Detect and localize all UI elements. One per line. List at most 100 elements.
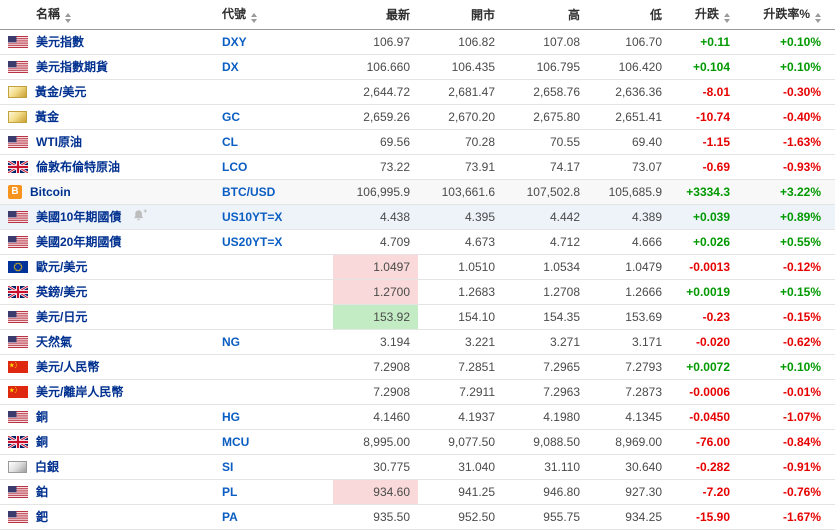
us-flag-icon <box>8 235 28 248</box>
last-price-cell: 935.50 <box>373 509 410 524</box>
table-row[interactable]: 美元/日元 153.92 154.10 154.35 153.69 -0.23 -0.15% <box>0 304 835 329</box>
table-row[interactable]: 美元指數期貨 DX 106.660 106.435 106.795 106.420 +0.1… <box>0 54 835 79</box>
open-price-cell: 941.25 <box>458 484 495 499</box>
name-cell: 黃金 <box>0 104 215 129</box>
instrument-code-link[interactable]: DXY <box>222 34 247 49</box>
table-row[interactable]: WTI原油 CL 69.56 70.28 70.55 69.40 -1.15 -1.63% <box>0 129 835 154</box>
instrument-name-link[interactable]: Bitcoin <box>30 184 71 199</box>
table-row[interactable]: 美元/離岸人民幣 7.2908 7.2911 7.2963 7.2873 -0.0006 -… <box>0 379 835 404</box>
column-label: 升跌 <box>694 7 719 22</box>
code-cell: BTC/USD <box>215 179 333 204</box>
table-row[interactable]: 黃金 GC 2,659.26 2,670.20 2,675.80 2,651.41 -10.… <box>0 104 835 129</box>
instrument-code-link[interactable]: PL <box>222 484 238 499</box>
instrument-code-link[interactable]: BTC/USD <box>222 184 276 199</box>
instrument-name-link[interactable]: 美國10年期國債 <box>36 210 122 224</box>
bell-plus-icon[interactable] <box>133 208 148 225</box>
column-header-change[interactable]: 升跌 <box>670 0 740 30</box>
instrument-code-link[interactable]: SI <box>222 459 234 474</box>
instrument-code-link[interactable]: CL <box>222 134 238 149</box>
instrument-code-link[interactable]: NG <box>222 334 240 349</box>
last-price-cell: 30.775 <box>373 459 410 474</box>
low-price-cell: 2,636.36 <box>615 84 662 99</box>
low-price-cell: 153.69 <box>625 309 662 324</box>
instrument-code-link[interactable]: US20YT=X <box>222 234 283 249</box>
instrument-name-link[interactable]: 美元/人民幣 <box>36 360 100 374</box>
instrument-name-link[interactable]: 美元/日元 <box>36 310 88 324</box>
sort-icon <box>724 13 730 24</box>
table-row[interactable]: 歐元/美元 1.0497 1.0510 1.0534 1.0479 -0.0013 -0.1… <box>0 254 835 279</box>
open-price-cell: 9,077.50 <box>448 434 495 449</box>
table-row[interactable]: 天然氣 NG 3.194 3.221 3.271 3.171 -0.020 -0.62% <box>0 329 835 354</box>
instrument-name-link[interactable]: 倫敦布倫特原油 <box>36 160 121 174</box>
instrument-code-link[interactable]: GC <box>222 109 240 124</box>
instrument-name-link[interactable]: 美元/離岸人民幣 <box>36 385 124 399</box>
high-price-cell: 154.35 <box>543 309 580 324</box>
instrument-name-link[interactable]: 歐元/美元 <box>36 260 88 274</box>
instrument-name-link[interactable]: 黃金/美元 <box>35 85 87 99</box>
instrument-code-link[interactable]: PA <box>222 509 238 524</box>
table-row[interactable]: 倫敦布倫特原油 LCO 73.22 73.91 74.17 73.07 -0.69 -0.93… <box>0 154 835 179</box>
instrument-name-link[interactable]: 白銀 <box>35 460 60 474</box>
instrument-code-link[interactable]: DX <box>222 59 239 74</box>
open-price-cell: 73.91 <box>464 159 495 174</box>
instrument-code-link[interactable]: HG <box>222 409 240 424</box>
change-cell: -76.00 <box>695 434 730 449</box>
instrument-name-link[interactable]: 天然氣 <box>36 335 73 349</box>
table-row[interactable]: 美國10年期國債 US10YT=X 4.438 4.395 4.442 4.389 +0.0… <box>0 204 835 229</box>
change-cell: -0.69 <box>702 159 730 174</box>
name-cell: WTI原油 <box>0 129 215 154</box>
last-price-cell: 3.194 <box>379 334 410 349</box>
low-price-cell: 4.666 <box>631 234 662 249</box>
name-cell: 美元/離岸人民幣 <box>0 379 215 404</box>
table-row[interactable]: 鉑 PL 934.60 941.25 946.80 927.30 -7.20 -0.76% <box>0 479 835 504</box>
high-price-cell: 9,088.50 <box>533 434 580 449</box>
table-row[interactable]: 鈀 PA 935.50 952.50 955.75 934.25 -15.90 -1.67% <box>0 504 835 529</box>
table-row[interactable]: 黃金/美元 2,644.72 2,681.47 2,658.76 2,636.36 -8.… <box>0 79 835 104</box>
code-cell <box>215 279 333 304</box>
instrument-name-link[interactable]: 美元指數 <box>36 35 85 49</box>
table-row[interactable]: B Bitcoin BTC/USD 106,995.9 103,661.6 107,502… <box>0 179 835 204</box>
instrument-name-link[interactable]: 銅 <box>36 435 49 449</box>
instrument-name-link[interactable]: 美國20年期國債 <box>36 235 122 249</box>
open-price-cell: 154.10 <box>458 309 495 324</box>
table-row[interactable]: 美元指數 DXY 106.97 106.82 107.08 106.70 +0.11 +0.1… <box>0 29 835 54</box>
low-price-cell: 106.70 <box>625 34 662 49</box>
column-label: 名稱 <box>36 7 61 22</box>
us-flag-icon <box>8 35 28 48</box>
table-row[interactable]: 美元/人民幣 7.2908 7.2851 7.2965 7.2793 +0.0072 +0.… <box>0 354 835 379</box>
instrument-name-link[interactable]: 鈀 <box>36 510 49 524</box>
change-cell: -0.0013 <box>689 259 730 274</box>
table-row[interactable]: 白銀 SI 30.775 31.040 31.110 30.640 -0.282 -0.91% <box>0 454 835 479</box>
open-price-cell: 7.2911 <box>459 384 495 399</box>
high-price-cell: 1.2708 <box>543 284 580 299</box>
column-header-high: 高 <box>503 0 588 30</box>
name-cell: 倫敦布倫特原油 <box>0 154 215 179</box>
code-cell: DX <box>215 54 333 79</box>
table-row[interactable]: 銅 HG 4.1460 4.1937 4.1980 4.1345 -0.0450 -1.07% <box>0 404 835 429</box>
open-price-cell: 3.221 <box>464 334 495 349</box>
column-header-change_pct[interactable]: 升跌率% <box>740 0 835 30</box>
open-price-cell: 2,670.20 <box>448 109 495 124</box>
table-row[interactable]: 美國20年期國債 US20YT=X 4.709 4.673 4.712 4.666 +0.0… <box>0 229 835 254</box>
instrument-code-link[interactable]: MCU <box>222 434 250 449</box>
instrument-name-link[interactable]: 黃金 <box>35 110 60 124</box>
low-price-cell: 1.0479 <box>625 259 662 274</box>
column-header-code[interactable]: 代號 <box>215 0 333 30</box>
column-header-name[interactable]: 名稱 <box>0 0 215 30</box>
change-cell: -7.20 <box>702 484 730 499</box>
instrument-name-link[interactable]: WTI原油 <box>36 135 82 149</box>
low-price-cell: 73.07 <box>631 159 662 174</box>
table-row[interactable]: 英鎊/美元 1.2700 1.2683 1.2708 1.2666 +0.0019 +0.1… <box>0 279 835 304</box>
silver-bar-icon <box>8 460 27 473</box>
instrument-name-link[interactable]: 鉑 <box>36 485 49 499</box>
instrument-name-link[interactable]: 銅 <box>36 410 49 424</box>
open-price-cell: 103,661.6 <box>441 184 495 199</box>
us-flag-icon <box>8 60 28 73</box>
instrument-code-link[interactable]: LCO <box>222 159 248 174</box>
instrument-name-link[interactable]: 英鎊/美元 <box>36 285 88 299</box>
instrument-name-link[interactable]: 美元指數期貨 <box>36 60 109 74</box>
column-header-open: 開市 <box>418 0 503 30</box>
low-price-cell: 106.420 <box>618 59 662 74</box>
instrument-code-link[interactable]: US10YT=X <box>222 209 283 224</box>
table-row[interactable]: 銅 MCU 8,995.00 9,077.50 9,088.50 8,969.00 -76.… <box>0 429 835 454</box>
